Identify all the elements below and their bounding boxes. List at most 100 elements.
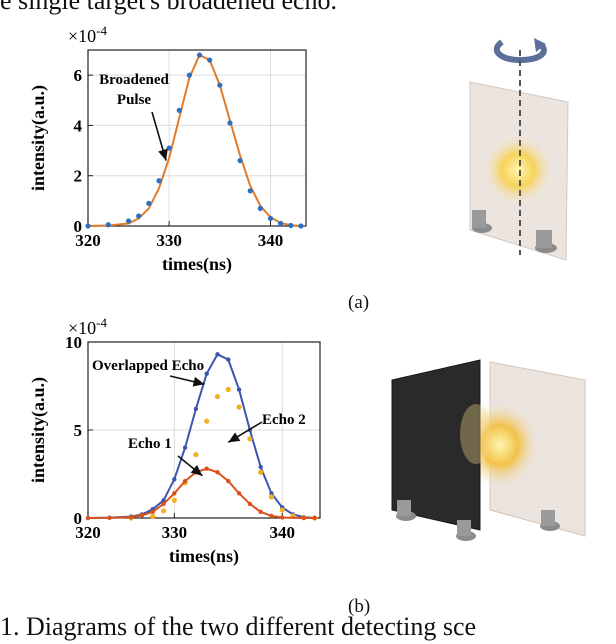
data-point xyxy=(267,215,274,222)
data-point xyxy=(171,497,177,503)
data-point xyxy=(257,205,263,211)
x-tick-label: 320 xyxy=(75,523,101,542)
y-multiplier: ×10-4 xyxy=(68,23,107,46)
series-line xyxy=(87,353,315,519)
data-point xyxy=(193,452,199,458)
data-point xyxy=(150,509,155,515)
panel-b-label: (b) xyxy=(348,596,371,617)
single-target-illustration xyxy=(469,38,569,261)
data-point xyxy=(312,515,317,521)
data-point xyxy=(150,513,156,519)
data-point xyxy=(247,188,253,194)
data-point xyxy=(217,82,223,88)
x-tick-label: 340 xyxy=(269,523,295,542)
data-point xyxy=(298,223,304,229)
data-point xyxy=(258,464,263,470)
data-point xyxy=(204,371,209,376)
plot-frame xyxy=(87,49,307,227)
x-tick-label: 330 xyxy=(162,523,188,542)
data-point xyxy=(279,507,285,513)
x-tick-label: 330 xyxy=(156,231,182,250)
data-point xyxy=(182,478,188,484)
x-tick-label: 320 xyxy=(75,231,101,250)
data-point xyxy=(247,501,253,507)
data-point xyxy=(85,223,91,229)
data-point xyxy=(236,491,242,496)
y-tick-label: 10 xyxy=(65,333,82,352)
light-spot xyxy=(482,134,554,206)
annotation-arrow-icon xyxy=(158,148,168,161)
y-axis-label: intensity(a.u.) xyxy=(28,85,49,191)
data-point xyxy=(107,515,112,521)
y-tick-label: 5 xyxy=(74,421,83,440)
data-point xyxy=(236,404,242,410)
x-axis-label: times(ns) xyxy=(162,254,232,275)
data-point xyxy=(172,491,177,496)
data-point xyxy=(186,72,192,78)
data-point xyxy=(225,386,231,393)
data-point xyxy=(160,508,167,514)
data-point xyxy=(214,393,221,400)
stand-left xyxy=(472,210,492,233)
panel-a-label: (a) xyxy=(348,292,370,313)
data-point xyxy=(269,513,274,519)
y-tick-label: 0 xyxy=(74,509,83,528)
data-point xyxy=(226,478,231,484)
y-multiplier: ×10-4 xyxy=(68,315,107,338)
annotation-arrow-icon xyxy=(192,376,205,387)
data-point xyxy=(278,220,284,227)
data-point xyxy=(156,178,162,184)
stand-dark-right xyxy=(456,520,476,541)
data-point xyxy=(128,514,134,520)
data-point xyxy=(288,222,294,229)
data-point xyxy=(247,436,253,442)
annotation-arrow-icon xyxy=(190,464,203,476)
data-point xyxy=(280,515,285,520)
data-point xyxy=(166,145,172,151)
chart-b: 320 330 340 0 5 10×10-4 times(ns) intensity(a.u… xyxy=(28,315,321,567)
data-point xyxy=(207,57,213,63)
data-point xyxy=(161,501,166,507)
caption-bottom: 1. Diagrams of the two different detecti… xyxy=(0,612,477,641)
data-point xyxy=(125,218,132,224)
caption-top: e single target's broadened echo. xyxy=(0,0,338,15)
data-point xyxy=(215,352,220,357)
annotation-label: Overlapped Echo xyxy=(92,358,204,374)
stand-right xyxy=(535,230,557,253)
y-tick-label: 2 xyxy=(74,167,83,186)
annotation-label: Echo 1 xyxy=(128,436,172,452)
data-point xyxy=(182,445,188,450)
y-axis-label: intensity(a.u.) xyxy=(28,377,49,483)
data-point xyxy=(204,466,209,471)
data-point xyxy=(196,52,203,58)
y-tick-label: 4 xyxy=(74,116,83,135)
data-point xyxy=(237,158,243,164)
stand-dark-left xyxy=(396,500,416,521)
y-tick-label: 6 xyxy=(74,66,83,85)
annotation-label: Echo 2 xyxy=(262,412,306,428)
data-point xyxy=(146,200,152,206)
y-tick-label: 0 xyxy=(74,217,83,236)
annotation-label: Broadened xyxy=(99,72,169,88)
x-axis-label: times(ns) xyxy=(169,546,239,567)
data-point xyxy=(268,494,275,500)
data-point xyxy=(226,357,231,362)
chart-a: 320 330 340 0 2 4 6 ×10-4 times(ns) intensity(a.u… xyxy=(28,23,307,275)
data-point xyxy=(227,120,233,126)
target-board-dark xyxy=(391,359,481,531)
two-targets-illustration xyxy=(391,359,586,541)
data-point xyxy=(215,470,220,475)
x-tick-label: 340 xyxy=(258,231,284,250)
data-point xyxy=(301,515,307,521)
data-point xyxy=(193,406,199,412)
data-point xyxy=(258,469,264,475)
data-point xyxy=(136,213,142,219)
data-point xyxy=(105,222,111,228)
data-point xyxy=(236,387,242,392)
data-point xyxy=(85,515,91,521)
annotation-arrow-icon xyxy=(228,432,241,443)
annotation-label: Pulse xyxy=(117,92,152,108)
data-point xyxy=(269,491,274,496)
data-point xyxy=(139,513,145,518)
data-point xyxy=(172,477,177,482)
